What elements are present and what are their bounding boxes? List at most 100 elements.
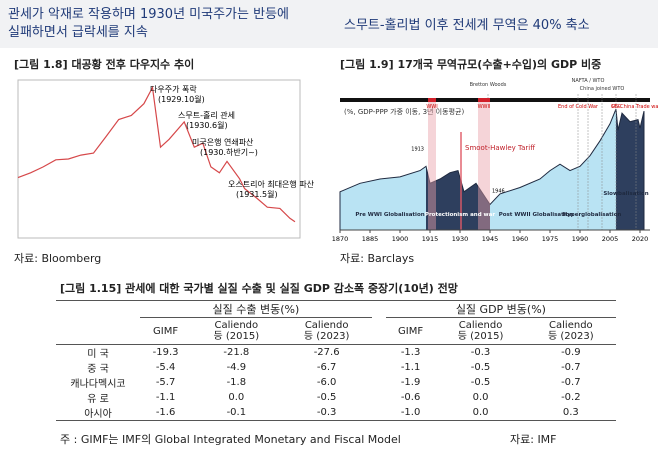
table-row: 아시아 -1.6 -0.1 -0.3 -1.0 0.0 0.3 bbox=[56, 405, 616, 421]
table-note: 주 : GIMF는 IMF의 Global Integrated Monetar… bbox=[60, 433, 401, 446]
group-header: 실질 수출 변동(%) bbox=[140, 300, 372, 318]
column-header: Caliendo 등 (2015) bbox=[191, 317, 282, 345]
column-header-line: Caliendo bbox=[214, 320, 259, 331]
column-header-line: GIMF bbox=[153, 325, 179, 337]
annotation: 스무트-홀리 관세 bbox=[178, 110, 235, 120]
event-band bbox=[478, 98, 490, 230]
column-header-line: Caliendo bbox=[458, 320, 503, 331]
event-band bbox=[428, 98, 436, 230]
trade-area bbox=[339, 108, 645, 231]
column-header: GIMF bbox=[385, 317, 436, 345]
annotation-note: (1930.하반기~) bbox=[200, 147, 258, 157]
event-bar bbox=[478, 98, 490, 102]
spacer bbox=[372, 360, 386, 375]
table-source: 자료: IMF bbox=[510, 433, 557, 446]
point-label: 1946 bbox=[492, 189, 505, 195]
x-tick-label: 1870 bbox=[332, 235, 349, 243]
column-header-line: 등 (2023) bbox=[548, 331, 594, 342]
period-label: Post WWII Globalisation bbox=[499, 212, 574, 218]
row-header: 중 국 bbox=[87, 364, 109, 375]
table-cell: -5.4 bbox=[155, 362, 176, 373]
table-cell: -27.6 bbox=[313, 347, 340, 358]
marker-label: US-China Trade war bbox=[612, 104, 658, 110]
table-row: 중 국 -5.4 -4.9 -6.7 -1.1 -0.5 -0.7 bbox=[56, 360, 616, 375]
annotation-note: (1930.6월) bbox=[186, 120, 228, 130]
figure-caption: [그림 1.8] 대공황 전후 다우지수 추이 bbox=[14, 58, 195, 71]
figure-caption: [그림 1.9] 17개국 무역규모(수출+수입)의 GDP 비중 bbox=[340, 58, 602, 71]
column-header: GIMF bbox=[140, 317, 192, 345]
period-label: Slowbalisation bbox=[603, 191, 648, 197]
period-label: Protectionism and war bbox=[425, 212, 495, 218]
row-header: 아시아 bbox=[56, 405, 140, 421]
header-line: 실패하면서 급락세를 지속 bbox=[8, 25, 148, 40]
table-cell: -0.5 bbox=[470, 362, 491, 373]
table-cell: -6.7 bbox=[316, 362, 337, 373]
spacer bbox=[372, 375, 386, 390]
table-row: 미 국 -19.3 -21.8 -27.6 -1.3 -0.3 -0.9 bbox=[56, 345, 616, 361]
table-cell: -1.6 bbox=[140, 405, 192, 421]
table-cell: -6.0 bbox=[316, 377, 337, 388]
table-cell: -1.3 bbox=[400, 347, 421, 358]
marker-label: NAFTA / WTO bbox=[572, 78, 605, 84]
annotation-note: (1929.10월) bbox=[158, 94, 205, 104]
column-header: Caliendo 등 (2015) bbox=[435, 317, 526, 345]
marker-label: GFC bbox=[611, 104, 622, 110]
table-cell: -4.9 bbox=[226, 362, 247, 373]
table-cell: -21.8 bbox=[223, 347, 250, 358]
x-tick-label: 1960 bbox=[512, 235, 529, 243]
row-header: 미 국 bbox=[87, 349, 109, 360]
figure-source: 자료: Barclays bbox=[340, 252, 415, 265]
table-cell: -1.1 bbox=[400, 362, 421, 373]
column-header-line: GIMF bbox=[398, 325, 424, 337]
column-header: Caliendo 등 (2023) bbox=[525, 317, 616, 345]
table-cell: 0.0 bbox=[228, 392, 245, 403]
event-label: WWI bbox=[426, 104, 437, 110]
timeline-bar bbox=[340, 98, 650, 102]
table-cell: -0.5 bbox=[470, 377, 491, 388]
table-cell: -0.7 bbox=[561, 362, 581, 373]
table-cell: -1.8 bbox=[226, 377, 247, 388]
column-header-line: Caliendo bbox=[304, 320, 349, 331]
x-tick-label: 1930 bbox=[452, 235, 469, 243]
header-line: 관세가 악재로 작용하며 1930년 미국주가는 반등에 bbox=[8, 7, 289, 22]
column-header-line: Caliendo bbox=[549, 320, 593, 331]
table-cell: -0.3 bbox=[470, 347, 491, 358]
spacer bbox=[372, 345, 386, 361]
x-tick-label: 1990 bbox=[572, 235, 589, 243]
point-label: 1913 bbox=[411, 146, 424, 152]
table-cell: -0.3 bbox=[281, 405, 372, 421]
event-bar bbox=[428, 98, 436, 102]
spacer bbox=[372, 390, 386, 405]
annotation: 다우주가 폭락 bbox=[150, 84, 197, 94]
x-tick-label: 2005 bbox=[602, 235, 619, 243]
table-cell: 0.0 bbox=[472, 392, 489, 403]
table-cell: -1.1 bbox=[155, 392, 176, 403]
table-cell: -0.6 bbox=[400, 392, 421, 403]
table-row: 유 로 -1.1 0.0 -0.5 -0.6 0.0 -0.2 bbox=[56, 390, 616, 405]
table-cell: -0.7 bbox=[561, 377, 581, 388]
annotation-note: (1931.5월) bbox=[236, 189, 278, 199]
table-row: 캐나다멕시코 -5.7 -1.8 -6.0 -1.9 -0.5 -0.7 bbox=[56, 375, 616, 390]
marker-label: China joined WTO bbox=[580, 86, 625, 92]
annotation: 오스트리아 최대은행 파산 bbox=[228, 179, 315, 189]
marker-label: Bretton Woods bbox=[470, 82, 507, 88]
column-header-line: 등 (2015) bbox=[213, 331, 260, 342]
annotation: 미국은행 연쇄파산 bbox=[192, 137, 254, 147]
x-tick-label: 1885 bbox=[362, 235, 379, 243]
table-title: [그림 1.15] 관세에 대한 국가별 실질 수출 및 실질 GDP 감소폭 … bbox=[60, 282, 458, 295]
figure-source: 자료: Bloomberg bbox=[14, 252, 102, 265]
table-cell: -19.3 bbox=[152, 347, 179, 358]
header-right: 스무트-홀리법 이후 전세계 무역은 40% 축소 bbox=[344, 18, 590, 33]
column-header-line: 등 (2023) bbox=[303, 331, 350, 342]
data-table: 실질 수출 변동(%) 실질 GDP 변동(%) GIMF Caliendo 등 (2… bbox=[56, 300, 616, 421]
marker-label: End of Cold War bbox=[558, 104, 599, 110]
x-tick-label: 1915 bbox=[422, 235, 439, 243]
x-tick-label: 1945 bbox=[482, 235, 499, 243]
dow-line bbox=[17, 85, 296, 223]
x-tick-label: 1975 bbox=[542, 235, 559, 243]
table-cell: 0.3 bbox=[525, 405, 616, 421]
